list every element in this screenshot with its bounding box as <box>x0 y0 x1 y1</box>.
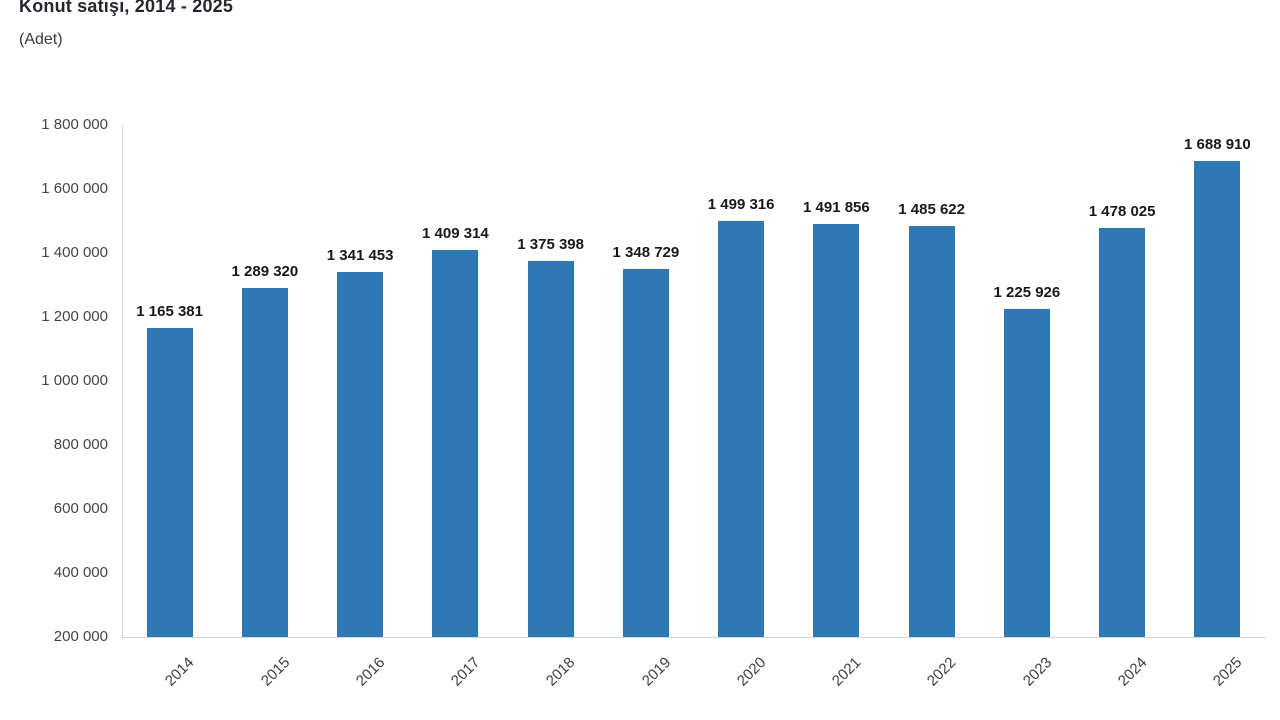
bar-2019[interactable] <box>622 269 669 637</box>
x-axis-tick-label-2024: 2024 <box>1114 654 1151 690</box>
bar-2021[interactable] <box>813 223 860 637</box>
x-axis-tick-label-2023: 2023 <box>1019 654 1055 690</box>
y-axis-tick-label: 200 000 <box>53 628 108 645</box>
bar-2020[interactable] <box>718 221 765 637</box>
x-axis-tick-label-2016: 2016 <box>352 654 389 690</box>
chart-title: Konut satışı, 2014 - 2025 <box>19 0 234 16</box>
x-axis-tick-label-2019: 2019 <box>638 654 674 690</box>
x-axis-tick-label-2021: 2021 <box>828 654 865 690</box>
x-axis-tick-label-2017: 2017 <box>447 654 484 690</box>
y-axis-tick-label: 1 800 000 <box>41 116 108 133</box>
y-axis-tick-label: 1 600 000 <box>41 180 108 197</box>
plot-area <box>122 125 1266 638</box>
x-axis-tick-label-2014: 2014 <box>162 654 198 690</box>
bar-2017[interactable] <box>432 250 479 637</box>
y-axis-tick-label: 1 000 000 <box>41 372 108 389</box>
y-axis-tick-label: 800 000 <box>53 436 108 453</box>
x-axis-tick-label-2018: 2018 <box>543 654 579 690</box>
x-axis-tick-label-2020: 2020 <box>733 654 770 690</box>
bar-2024[interactable] <box>1099 228 1146 637</box>
bar-2018[interactable] <box>527 260 574 637</box>
bar-2022[interactable] <box>908 225 955 637</box>
x-axis-tick-label-2022: 2022 <box>924 654 960 690</box>
bar-2016[interactable] <box>337 271 384 637</box>
bar-2025[interactable] <box>1194 160 1241 637</box>
bar-2015[interactable] <box>241 288 288 637</box>
y-axis-tick-label: 600 000 <box>53 500 108 517</box>
x-axis-tick-label-2025: 2025 <box>1209 654 1246 690</box>
y-axis-tick-label: 1 200 000 <box>41 308 108 325</box>
y-axis-tick-label: 1 400 000 <box>41 244 108 261</box>
x-axis-tick-label-2015: 2015 <box>257 654 293 690</box>
y-axis-tick-label: 400 000 <box>53 564 108 581</box>
chart-subtitle: (Adet) <box>19 31 63 48</box>
bar-2014[interactable] <box>146 328 193 637</box>
bar-2023[interactable] <box>1003 308 1050 637</box>
